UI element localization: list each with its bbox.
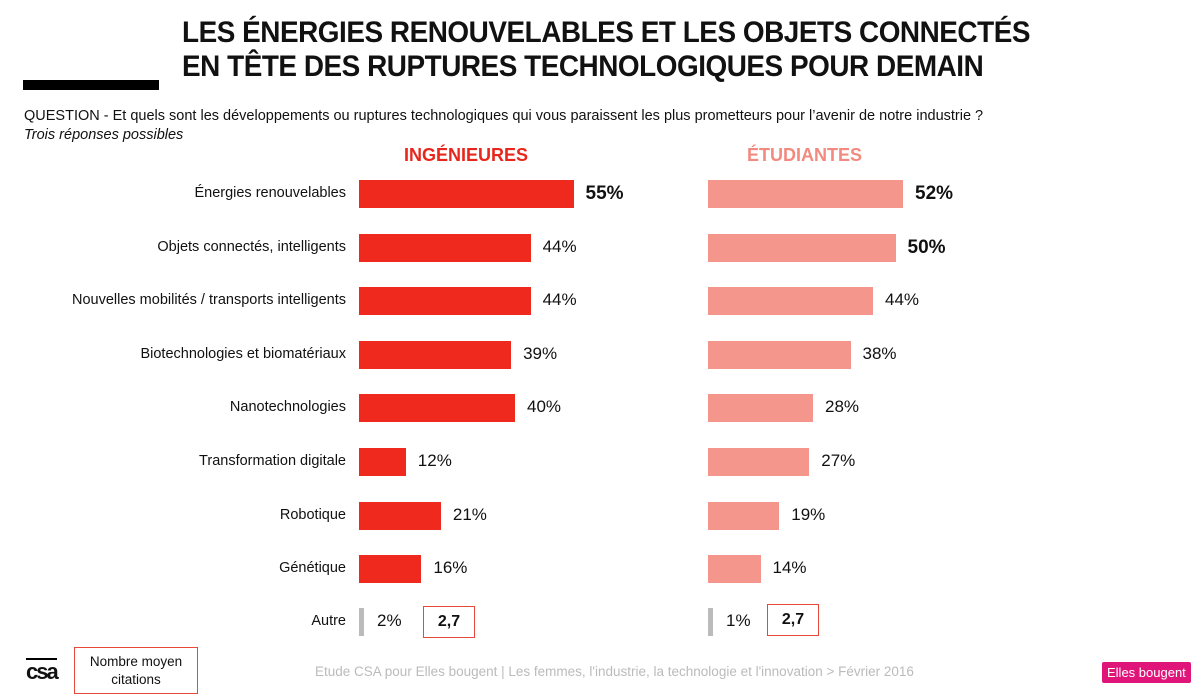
page-title: LES ÉNERGIES RENOUVELABLES ET LES OBJETS… <box>182 16 1030 84</box>
bar <box>359 608 364 636</box>
data-label: 16% <box>433 558 468 577</box>
data-label: 14% <box>772 558 807 577</box>
elles-bougent-logo: Elles bougent <box>1102 662 1191 683</box>
series-title-etudiantes: ÉTUDIANTES <box>747 145 863 165</box>
bar <box>708 555 761 583</box>
category-label: Biotechnologies et biomatériaux <box>140 346 346 362</box>
category-label: Objets connectés, intelligents <box>157 239 346 255</box>
bar <box>708 341 851 369</box>
category-label: Nouvelles mobilités / transports intelli… <box>71 292 346 308</box>
legend-box-mean-citations: Nombre moyen citations <box>74 647 198 694</box>
bar <box>359 341 512 369</box>
bar <box>708 448 810 476</box>
data-label: 38% <box>862 344 897 363</box>
category-label: Autre <box>311 613 346 629</box>
bar <box>708 394 813 422</box>
subtitle: Trois réponses possibles <box>24 127 184 143</box>
data-label: 44% <box>885 290 920 309</box>
bar <box>359 555 422 583</box>
bar <box>708 234 896 262</box>
series-title-ingenieures: INGÉNIEURES <box>404 145 529 165</box>
bar <box>708 608 713 636</box>
data-label: 28% <box>825 397 860 416</box>
mean-citations-box: 2,7 <box>423 606 475 638</box>
category-label: Nanotechnologies <box>229 399 346 415</box>
bar <box>359 287 531 315</box>
footer-source: Etude CSA pour Elles bougent | Les femme… <box>315 664 914 679</box>
title-line-2: EN TÊTE DES RUPTURES TECHNOLOGIQUES POUR… <box>182 50 984 83</box>
data-label: 40% <box>527 397 562 416</box>
category-label: Énergies renouvelables <box>194 185 346 201</box>
data-label: 50% <box>907 237 946 258</box>
bar <box>708 287 873 315</box>
question-text: QUESTION - Et quels sont les développeme… <box>24 108 984 124</box>
data-label: 2% <box>377 611 402 630</box>
bar <box>359 502 441 530</box>
data-label: 39% <box>523 344 558 363</box>
category-label: Génétique <box>279 560 346 576</box>
bar <box>359 234 531 262</box>
title-line-1: LES ÉNERGIES RENOUVELABLES ET LES OBJETS… <box>182 16 1030 49</box>
data-label: 1% <box>726 611 751 630</box>
bar <box>359 448 406 476</box>
data-label: 55% <box>585 183 624 204</box>
data-label: 21% <box>452 505 487 524</box>
data-label: 44% <box>542 237 577 256</box>
data-label: 44% <box>542 290 577 309</box>
title-rule <box>23 80 159 90</box>
data-label: 12% <box>417 451 452 470</box>
category-label: Transformation digitale <box>199 453 346 469</box>
data-label: 19% <box>791 505 826 524</box>
bar <box>359 394 515 422</box>
mean-citations-box: 2,7 <box>767 604 819 636</box>
data-label: 27% <box>821 451 856 470</box>
bar <box>708 180 903 208</box>
bar <box>708 502 780 530</box>
category-label: Robotique <box>279 507 346 523</box>
bar <box>359 180 574 208</box>
data-label: 52% <box>915 183 954 204</box>
csa-logo: csa <box>26 658 59 684</box>
